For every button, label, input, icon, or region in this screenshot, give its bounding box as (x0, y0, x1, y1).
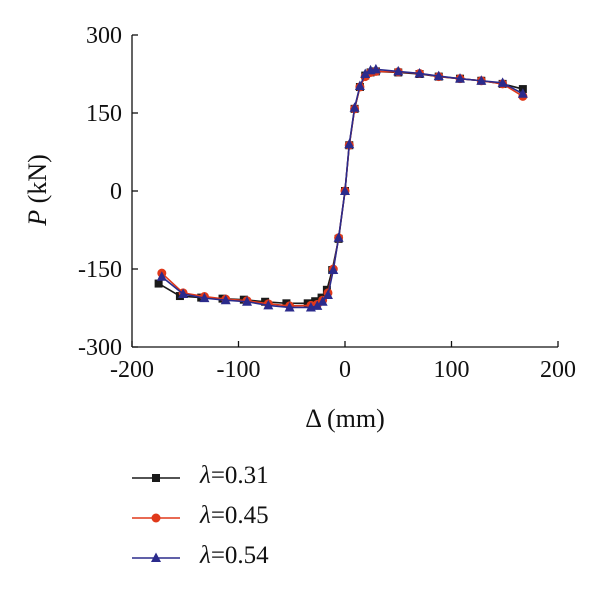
y-tick-label: 150 (86, 101, 122, 127)
x-tick-label: 200 (540, 357, 576, 383)
y-tick-label: 0 (110, 179, 122, 205)
legend-swatch (132, 552, 180, 562)
data-point (328, 264, 339, 275)
data-point (360, 68, 371, 78)
series-2 (157, 66, 528, 311)
data-point (344, 138, 355, 149)
data-point (178, 288, 189, 298)
x-tick-label: -200 (110, 357, 154, 383)
y-tick-label: -300 (78, 335, 122, 361)
data-point (242, 296, 253, 306)
data-point (349, 102, 360, 112)
data-point (354, 80, 365, 90)
legend-swatch (132, 513, 180, 523)
x-tick-label: -100 (217, 357, 261, 383)
data-point (333, 232, 344, 242)
data-point (220, 294, 231, 305)
data-point (322, 289, 333, 299)
x-tick-label: 0 (339, 357, 351, 383)
data-point (370, 63, 381, 74)
data-point (284, 301, 295, 312)
legend-item-1: λ=0.31 (130, 462, 330, 502)
chart: -200 -100 0 100 200 -300 -150 0 150 300 Δ (mm) P … (23, 23, 576, 433)
data-point (393, 65, 404, 76)
data-point (154, 279, 163, 288)
y-axis-label: P (kN) (23, 154, 52, 226)
series-1 (154, 67, 527, 308)
series-3 (156, 63, 528, 312)
data-point (414, 67, 425, 78)
data-point (476, 75, 487, 85)
data-point (340, 185, 350, 195)
axes: -200 -100 0 100 200 -300 -150 0 150 300 (78, 23, 576, 383)
data-point (312, 300, 323, 310)
legend-item-3: λ=0.54 (130, 542, 330, 582)
data-point (497, 77, 508, 87)
series-line (158, 70, 524, 305)
legend-swatch (132, 474, 180, 482)
legend-label: λ=0.31 (200, 462, 269, 489)
data-point (199, 292, 210, 303)
x-tick-label: 100 (434, 357, 470, 383)
y-tick-label: 300 (86, 23, 122, 49)
legend-marker (151, 552, 161, 562)
data-point (455, 73, 466, 83)
data-point (317, 296, 328, 306)
legend-marker (152, 474, 160, 482)
data-point (156, 271, 167, 281)
data-point (263, 299, 274, 310)
legend-label: λ=0.54 (200, 542, 269, 569)
data-point (517, 88, 528, 98)
data-point (433, 70, 444, 81)
plot-area (154, 63, 528, 312)
legend-item-2: λ=0.45 (130, 502, 330, 542)
legend-label: λ=0.45 (200, 502, 269, 529)
legend: λ=0.31 λ=0.45 λ=0.54 (130, 462, 330, 582)
legend-marker (151, 513, 161, 523)
x-axis-label: Δ (mm) (305, 404, 385, 433)
y-tick-label: -150 (78, 257, 122, 283)
